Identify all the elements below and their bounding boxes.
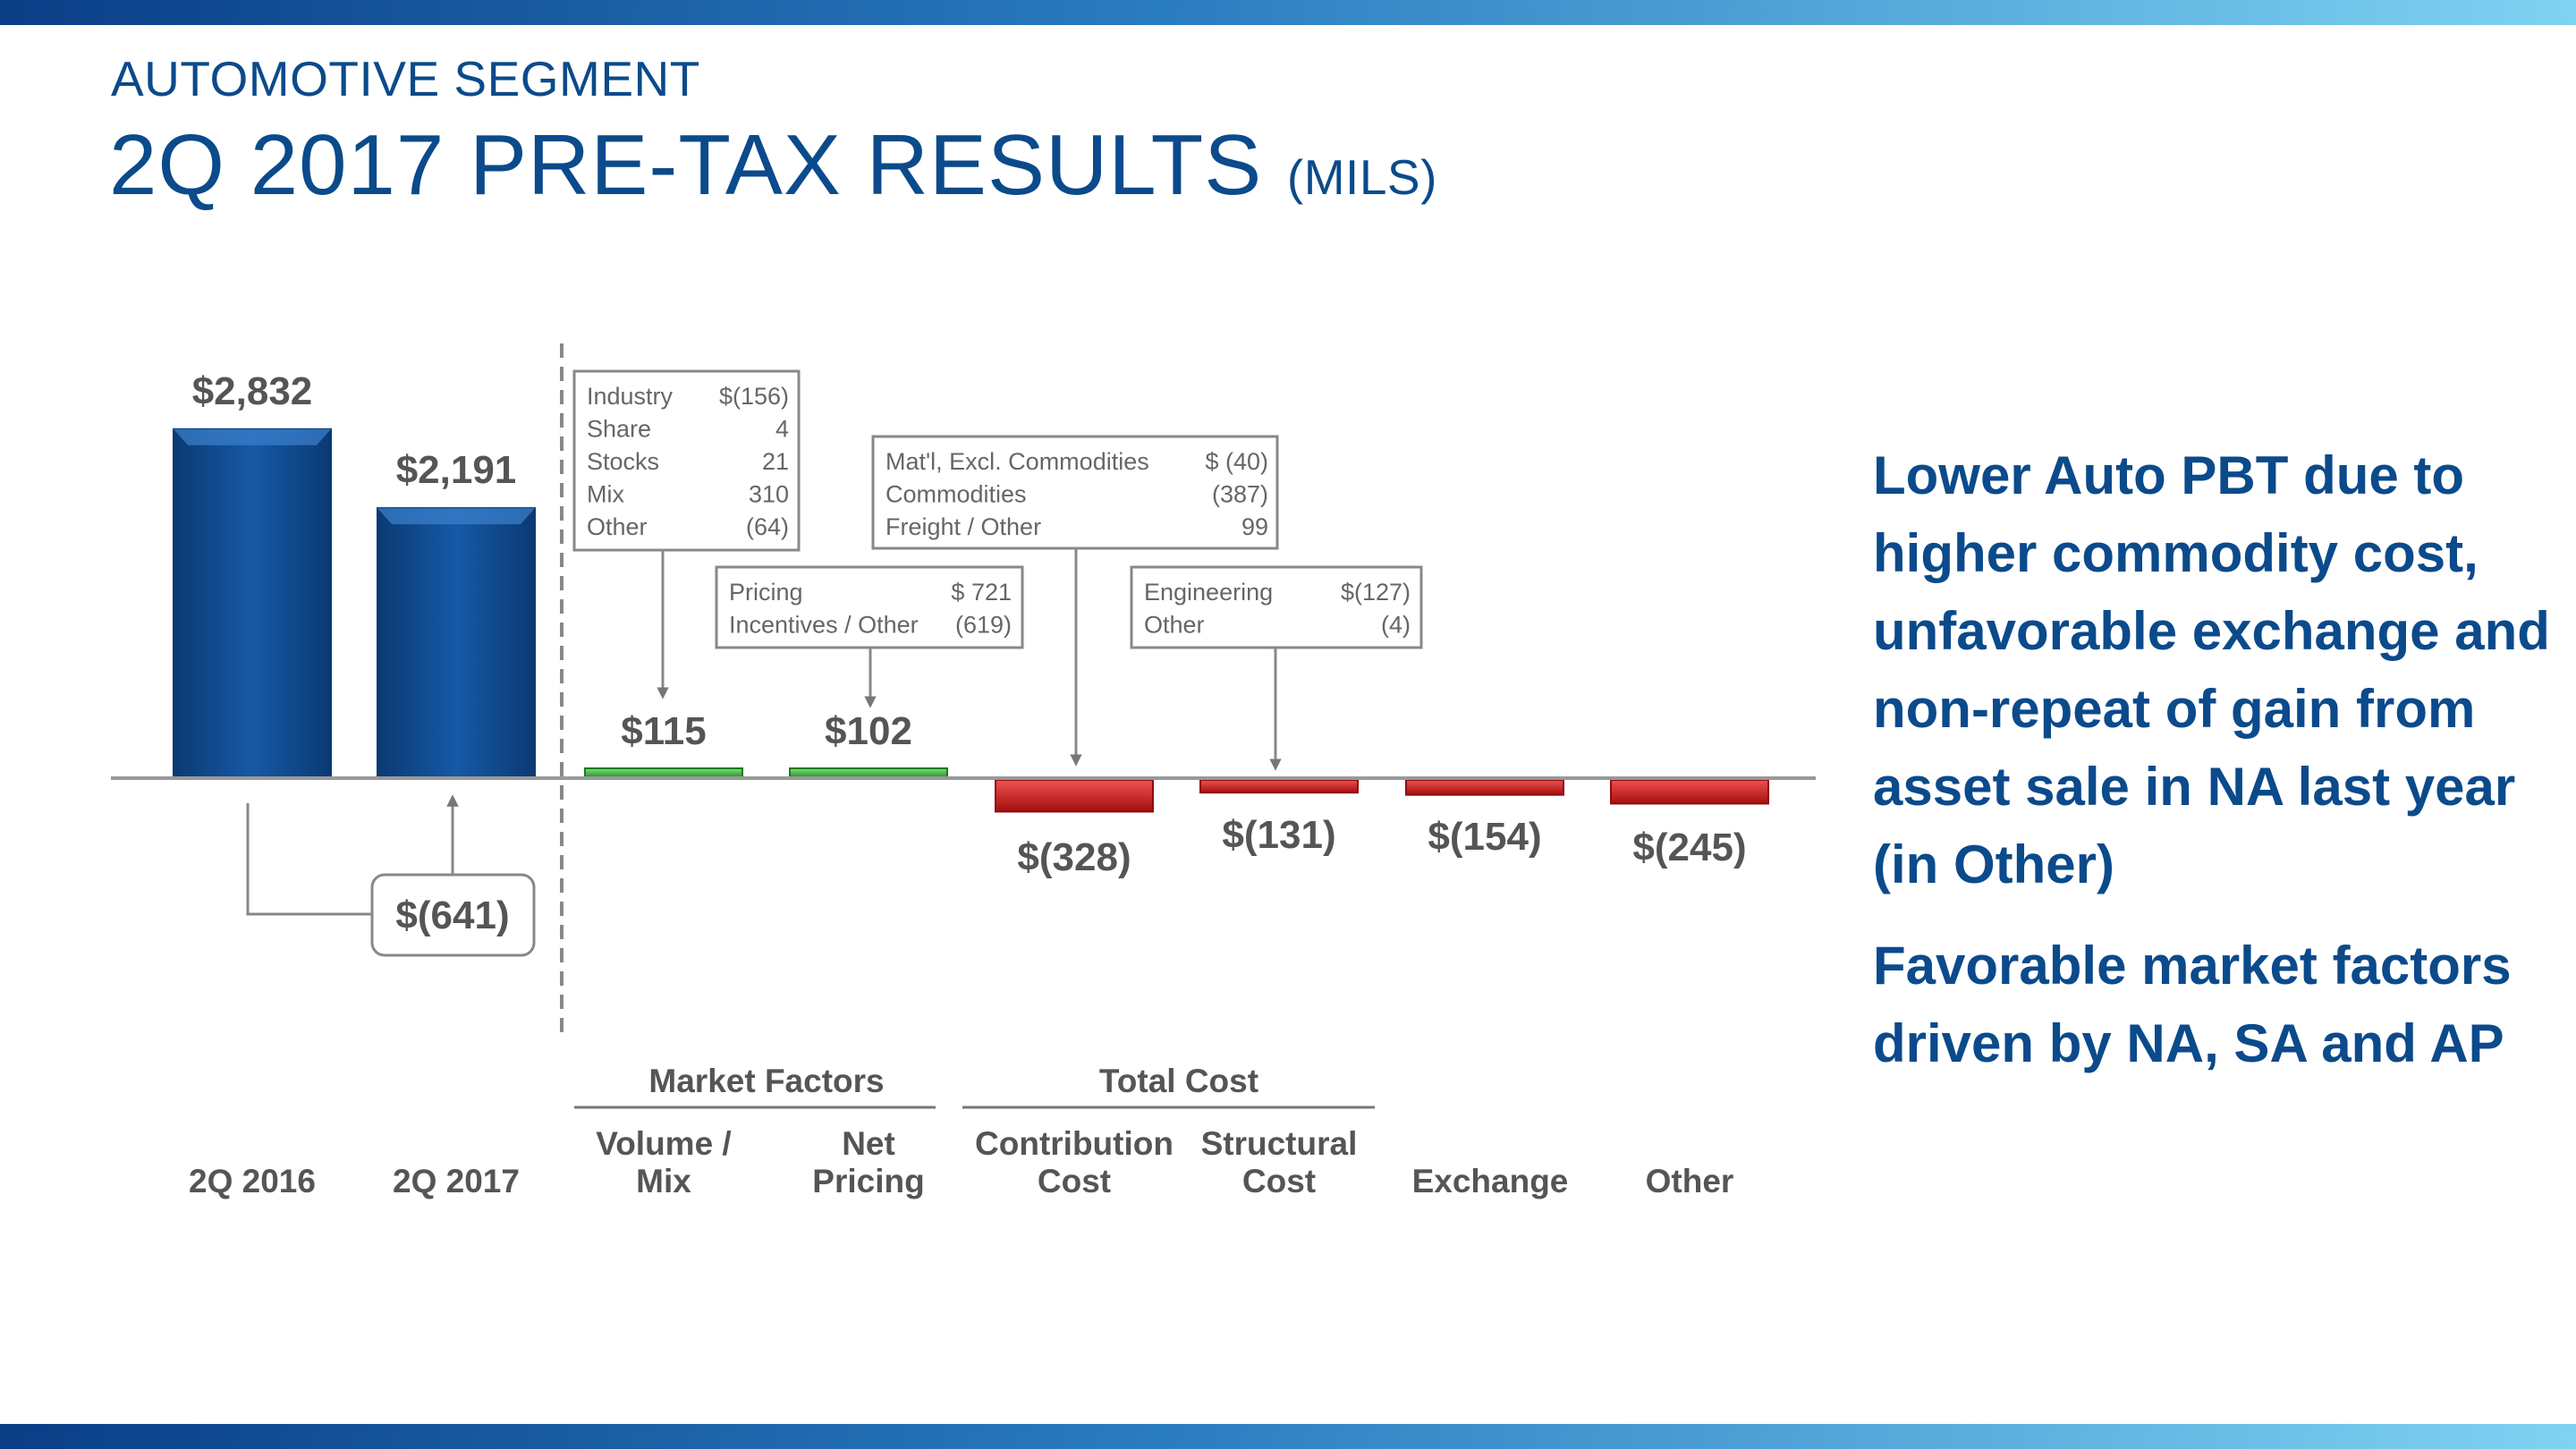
top-gradient-band [0,0,2576,25]
category-label-2q-2016: 2Q 2016 [189,1163,316,1199]
detail-row-label: Commodities [886,481,1027,508]
group-label-total-cost: Total Cost [1099,1063,1258,1099]
change-label: $(641) [395,894,509,937]
change-box [370,873,536,957]
detail-row-value: 21 [762,448,789,475]
bar-2q-2017 [377,507,536,779]
commentary: Lower Auto PBT due to higher commodity c… [1873,436,2553,1106]
detail-row-label: Mix [587,481,624,508]
detail-row-value: (64) [746,513,789,540]
detail-row-label: Other [587,513,648,540]
bar-bevel-2q-2016 [174,428,331,445]
detail-row-value: $(156) [719,383,789,410]
detail-row-label: Pricing [729,579,803,606]
category-label-exchange: Exchange [1412,1163,1569,1199]
detail-row-label: Mat'l, Excl. Commodities [886,448,1149,475]
detail-row-value: 99 [1241,513,1268,540]
category-label-volume-mix: Volume / Mix [596,1125,731,1199]
detail-row-label: Engineering [1144,579,1273,606]
category-label-contribution-cost: Contribution Cost [975,1125,1174,1199]
value-label-volume-mix: $115 [621,709,706,753]
value-label-contribution-cost: $(328) [1017,835,1131,879]
value-label-exchange: $(154) [1428,815,1541,859]
value-label-structural-cost: $(131) [1222,813,1335,857]
detail-row-value: (387) [1212,481,1268,508]
detail-row-value: (4) [1381,612,1411,639]
category-label-2q-2017: 2Q 2017 [393,1163,520,1199]
detail-row-label: Stocks [587,448,659,475]
detail-row-value: 310 [749,481,789,508]
bar-other [1610,779,1769,805]
slide-title: 2Q 2017 PRE-TAX RESULTS (MILS) [109,116,1437,215]
detail-box-net-pricing [715,565,1024,649]
category-label-other: Other [1646,1163,1734,1199]
commentary-paragraph-2: Favorable market factors driven by NA, S… [1873,936,2512,1073]
detail-row-value: 4 [775,416,789,443]
detail-row-value: $(127) [1341,579,1411,606]
detail-row-value: $ (40) [1205,448,1268,475]
detail-row-label: Industry [587,383,674,410]
detail-box-contribution-cost [871,435,1279,550]
title-unit: (MILS) [1286,149,1437,205]
detail-row-label: Other [1144,612,1205,639]
value-label-other: $(245) [1632,826,1746,869]
group-label-market-factors: Market Factors [648,1063,884,1099]
detail-row-value: $ 721 [951,579,1012,606]
bar-2q-2016 [173,428,332,779]
detail-row-label: Incentives / Other [729,612,919,639]
bar-structural-cost [1199,779,1359,794]
detail-row-label: Freight / Other [886,513,1041,540]
value-label-net-pricing: $102 [825,709,912,753]
commentary-paragraph-1: Lower Auto PBT due to higher commodity c… [1873,445,2550,894]
bar-contribution-cost [995,779,1154,813]
detail-row-label: Share [587,416,651,443]
detail-box-structural-cost [1130,565,1423,649]
change-connector [246,803,372,916]
bar-exchange [1405,779,1564,796]
value-label-2q-2017: $2,191 [396,448,517,492]
value-label-2q-2016: $2,832 [192,369,313,413]
bar-bevel-2q-2017 [377,508,535,525]
slide-subtitle: AUTOMOTIVE SEGMENT [111,51,700,106]
bottom-gradient-band [0,1424,2576,1449]
category-label-net-pricing: Net Pricing [812,1125,924,1199]
slide-title-text: 2Q 2017 PRE-TAX RESULTS [109,117,1263,213]
detail-box-volume-mix [572,369,801,552]
detail-row-value: (619) [955,612,1012,639]
category-label-structural-cost: Structural Cost [1201,1125,1358,1199]
